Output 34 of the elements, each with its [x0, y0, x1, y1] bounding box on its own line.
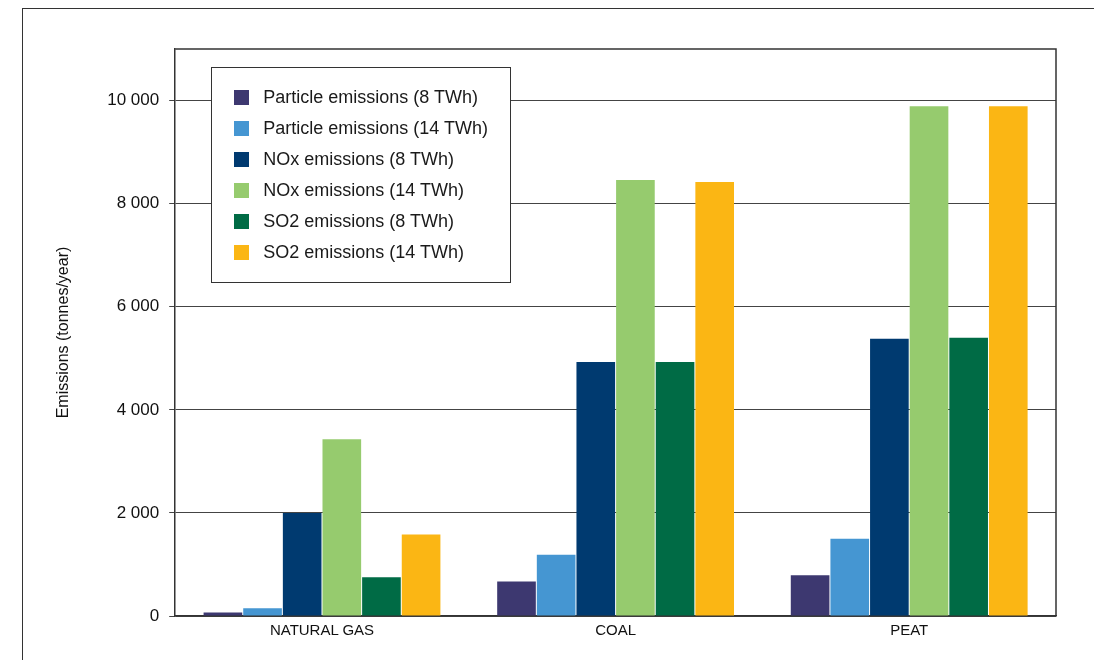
bar	[949, 337, 988, 616]
legend-label: NOx emissions (14 TWh)	[263, 180, 464, 201]
bar	[362, 577, 401, 616]
bar	[243, 608, 282, 616]
bar	[870, 338, 909, 616]
y-tick-label: 4 000	[116, 399, 160, 419]
bar	[655, 361, 695, 616]
legend-label: SO2 emissions (14 TWh)	[263, 242, 464, 263]
legend-label: Particle emissions (8 TWh)	[263, 87, 478, 108]
x-tick-label: PEAT	[890, 621, 929, 639]
bar	[282, 512, 322, 616]
y-tick-label: 6 000	[116, 296, 160, 316]
y-tick-label: 8 000	[116, 193, 160, 213]
y-tick-label: 0	[149, 605, 160, 625]
bar	[401, 534, 441, 616]
bar	[790, 575, 830, 616]
bar	[695, 181, 735, 616]
bar	[322, 439, 362, 616]
legend-label: SO2 emissions (8 TWh)	[263, 211, 454, 232]
bar	[830, 538, 870, 616]
x-tick-label: COAL	[595, 621, 637, 639]
bar	[909, 106, 949, 616]
y-axis-title: Emissions (tonnes/year)	[54, 246, 72, 419]
bar	[576, 361, 616, 616]
bar	[497, 581, 536, 616]
legend-label: Particle emissions (14 TWh)	[263, 118, 488, 139]
bar	[536, 554, 576, 616]
y-tick-label: 10 000	[107, 90, 160, 110]
legend-label: NOx emissions (8 TWh)	[263, 149, 454, 170]
y-tick-label: 2 000	[116, 502, 160, 522]
bar	[616, 179, 655, 616]
bar	[988, 106, 1028, 616]
x-tick-label: NATURAL GAS	[269, 621, 375, 639]
bar	[203, 612, 243, 616]
